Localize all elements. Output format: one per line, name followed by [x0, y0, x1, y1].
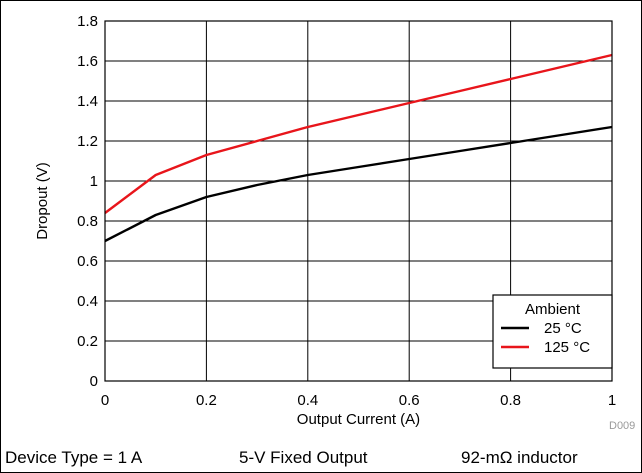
y-tick-label: 1.6	[77, 53, 98, 70]
x-tick-label: 1	[608, 392, 616, 409]
caption-inductor: 92-mΩ inductor	[461, 448, 578, 467]
plot-border	[104, 20, 613, 382]
dropout-chart: 0 0.2 0.4 0.6 0.8 1 0 0.2 0.4 0.6 0.8 1 1.2 1.4 1.6 1.8…	[34, 13, 635, 432]
x-tick-label: 0.2	[196, 392, 217, 409]
y-tick-label: 0.2	[77, 333, 98, 350]
series-line	[104, 125, 613, 243]
tick-labels: 0 0.2 0.4 0.6 0.8 1 0 0.2 0.4 0.6 0.8 1 1.2 1.4 1.6 1.8	[77, 13, 616, 409]
legend-entry: 25 °C	[544, 320, 582, 337]
y-tick-label: 0.6	[77, 253, 98, 270]
x-tick-label: 0	[101, 392, 109, 409]
x-tick-label: 0.4	[297, 392, 318, 409]
y-tick-label: 0.8	[77, 213, 98, 230]
x-tick-label: 0.8	[500, 392, 521, 409]
figure-code: D009	[609, 420, 635, 432]
caption-device-type: Device Type = 1 A	[5, 448, 143, 467]
legend-box	[492, 294, 613, 369]
y-tick-label: 1.8	[77, 13, 98, 30]
caption-output: 5-V Fixed Output	[239, 448, 368, 467]
legend-title: Ambient	[525, 301, 581, 318]
y-tick-label: 0.4	[77, 293, 98, 310]
y-tick-label: 1	[90, 173, 98, 190]
y-tick-label: 0	[90, 373, 98, 390]
x-tick-label: 0.6	[399, 392, 420, 409]
y-axis-label: Dropout (V)	[34, 162, 51, 240]
series-line	[104, 53, 613, 214]
y-tick-label: 1.4	[77, 93, 98, 110]
legend-entry: 125 °C	[544, 339, 590, 356]
series-lines	[104, 53, 613, 243]
x-axis-label: Output Current (A)	[297, 411, 420, 428]
legend: Ambient 25 °C 125 °C	[492, 294, 613, 369]
y-tick-label: 1.2	[77, 133, 98, 150]
